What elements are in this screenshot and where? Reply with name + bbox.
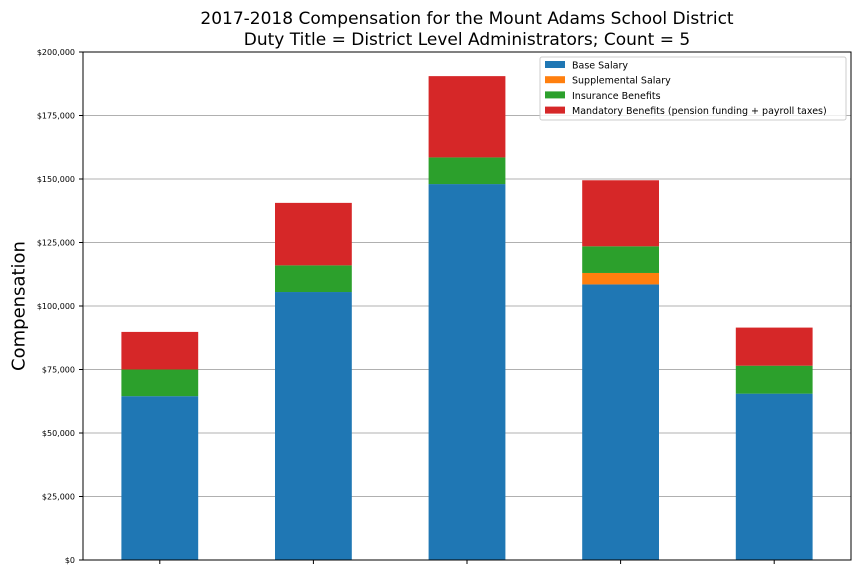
legend-label: Supplemental Salary bbox=[572, 76, 671, 87]
y-tick-label: $150,000 bbox=[37, 175, 75, 184]
y-tick-label: $25,000 bbox=[42, 493, 75, 502]
chart-title: 2017-2018 Compensation for the Mount Ada… bbox=[200, 9, 734, 29]
legend-box bbox=[539, 56, 847, 121]
bar-segment-insurance-benefits bbox=[428, 157, 506, 185]
y-tick-label: $0 bbox=[65, 556, 75, 565]
bar-segment-base-salary bbox=[121, 396, 199, 560]
legend-label: Insurance Benefits bbox=[572, 91, 661, 102]
y-tick-label: $200,000 bbox=[37, 48, 75, 57]
bar-segment-mandatory-benefits-pension-funding-payroll-taxes bbox=[121, 331, 199, 370]
legend: Base Salary Supplemental Salary Insurance … bbox=[539, 56, 847, 121]
bar-segment-insurance-benefits bbox=[582, 246, 659, 273]
legend-swatch bbox=[545, 76, 565, 84]
bar-segment-insurance-benefits bbox=[121, 369, 199, 397]
bar-segment-mandatory-benefits-pension-funding-payroll-taxes bbox=[428, 76, 506, 158]
legend-swatch bbox=[545, 91, 565, 99]
bar-segment-base-salary bbox=[275, 292, 352, 560]
legend-swatch bbox=[545, 61, 565, 68]
bar-segment-insurance-benefits bbox=[735, 365, 813, 394]
bar-segment-insurance-benefits bbox=[275, 265, 352, 293]
bar-segment-mandatory-benefits-pension-funding-payroll-taxes bbox=[735, 327, 813, 366]
bar-segment-mandatory-benefits-pension-funding-payroll-taxes bbox=[582, 180, 659, 247]
y-tick-label: $125,000 bbox=[37, 239, 75, 248]
bar-segment-base-salary bbox=[735, 393, 813, 560]
legend-label: Mandatory Benefits (pension funding + pa… bbox=[572, 106, 827, 117]
legend-swatch bbox=[545, 106, 565, 114]
bar-segment-base-salary bbox=[582, 284, 659, 560]
legend-label: Base Salary bbox=[572, 61, 628, 72]
bar-segment-supplemental-salary bbox=[582, 272, 659, 285]
bar-segment-base-salary bbox=[428, 184, 506, 560]
y-tick-label: $175,000 bbox=[37, 112, 75, 121]
chart-subtitle: Duty Title = District Level Administrato… bbox=[243, 30, 691, 50]
y-tick-label: $75,000 bbox=[42, 366, 75, 375]
y-tick-label: $50,000 bbox=[42, 429, 75, 438]
y-tick-label: $100,000 bbox=[37, 302, 75, 311]
bar-segment-mandatory-benefits-pension-funding-payroll-taxes bbox=[275, 202, 352, 266]
